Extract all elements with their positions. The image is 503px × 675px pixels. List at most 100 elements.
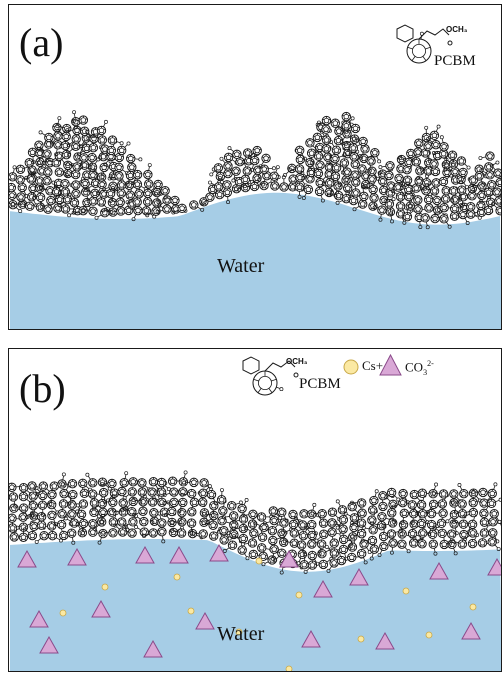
fullerene-icon — [71, 115, 89, 125]
fullerene-icon — [262, 515, 279, 526]
fullerene-icon — [431, 149, 449, 159]
fullerene-icon — [307, 550, 320, 566]
fullerene-icon — [479, 522, 491, 538]
fullerene-icon — [120, 506, 137, 517]
fullerene-icon — [400, 175, 413, 191]
fullerene-icon — [206, 489, 218, 506]
fullerene-icon — [369, 544, 380, 561]
carbonate-ion-triangle-icon — [169, 545, 189, 564]
fullerene-icon — [330, 171, 342, 188]
fullerene-icon — [316, 539, 327, 556]
fullerene-icon — [36, 146, 52, 159]
methoxy-group-label: OCH₃ — [446, 25, 468, 34]
fullerene-icon — [466, 209, 482, 220]
fullerene-icon — [124, 523, 137, 538]
fullerene-icon — [449, 203, 465, 217]
fullerene-icon — [408, 508, 419, 526]
fullerene-icon — [335, 499, 348, 515]
fullerene-icon — [222, 511, 239, 521]
fullerene-icon — [474, 164, 488, 179]
fullerene-icon — [423, 186, 440, 196]
cesium-ion-circle-icon — [255, 557, 263, 565]
cesium-ion-circle-icon — [402, 587, 410, 595]
fullerene-icon — [108, 197, 125, 207]
fullerene-icon — [318, 556, 334, 570]
fullerene-icon — [127, 162, 140, 177]
fullerene-icon — [66, 134, 81, 148]
fullerene-icon — [257, 543, 274, 553]
carbonate-ion-triangle-icon — [301, 629, 321, 648]
cesium-ion-circle-icon — [295, 591, 303, 599]
fullerene-icon — [57, 502, 67, 519]
fullerene-icon — [356, 548, 368, 565]
water-surface — [9, 190, 501, 329]
fullerene-icon — [71, 110, 81, 127]
cesium-ion-circle-icon — [187, 607, 195, 615]
panel-a-canvas — [9, 24, 501, 329]
fullerene-icon — [18, 525, 29, 543]
fullerene-icon — [209, 163, 224, 177]
carbonate-ion-triangle-icon — [461, 621, 481, 640]
fullerene-icon — [316, 513, 329, 528]
fullerene-icon — [432, 525, 447, 539]
fullerene-icon — [439, 214, 452, 229]
fullerene-icon — [119, 471, 129, 488]
carbonate-ion-triangle-icon — [91, 599, 111, 618]
ion-legend — [343, 353, 402, 376]
fullerene-icon — [457, 483, 469, 499]
fullerene-icon — [122, 487, 137, 500]
fullerene-icon — [75, 499, 89, 514]
fullerene-icon — [17, 182, 29, 199]
pcbm-structure-icon — [242, 356, 299, 396]
fullerene-icon — [273, 548, 287, 563]
fullerene-icon — [182, 477, 199, 488]
fullerene-icon — [329, 531, 339, 548]
fullerene-icon — [339, 158, 350, 175]
fullerene-icon — [148, 476, 161, 492]
carbonate-ion-triangle-icon — [487, 557, 501, 576]
fullerene-icon — [47, 530, 63, 543]
fullerene-icon — [452, 519, 469, 529]
fullerene-icon — [222, 540, 238, 553]
fullerene-icon — [67, 489, 78, 506]
carbonate-ion-triangle-icon — [135, 545, 155, 564]
fullerene-icon — [459, 202, 476, 212]
fullerene-icon — [117, 517, 130, 532]
fullerene-icon — [217, 529, 229, 545]
fullerene-icon — [96, 119, 108, 136]
fullerene-icon — [253, 521, 269, 532]
fullerene-icon — [484, 160, 500, 172]
fullerene-icon — [47, 489, 57, 507]
fullerene-icon — [189, 200, 205, 212]
fullerene-icon — [166, 500, 177, 517]
fullerene-icon — [34, 530, 49, 544]
fullerene-icon — [122, 517, 138, 529]
fullerene-icon — [155, 204, 172, 214]
fullerene-icon — [335, 515, 349, 530]
fullerene-icon — [426, 137, 441, 150]
fullerene-icon — [199, 478, 214, 492]
fullerene-icon — [247, 145, 262, 159]
cesium-ion-circle-icon — [59, 609, 67, 617]
fullerene-icon — [126, 153, 143, 164]
fullerene-icon — [191, 529, 208, 539]
fullerene-icon — [101, 528, 118, 538]
pcbm-film — [9, 470, 501, 575]
fullerene-icon — [52, 116, 62, 133]
fullerene-icon — [474, 171, 486, 187]
carbonate-ion-triangle-icon — [67, 547, 87, 566]
fullerene-icon — [489, 163, 501, 178]
fullerene-icon — [243, 525, 259, 538]
fullerene-icon — [156, 481, 168, 497]
fullerene-icon — [387, 508, 397, 525]
fullerene-icon — [342, 152, 359, 162]
fullerene-icon — [370, 147, 382, 164]
fullerene-icon — [249, 155, 260, 172]
fullerene-icon — [49, 481, 66, 491]
carbonyl-icon — [293, 372, 299, 378]
fullerene-icon — [237, 498, 249, 514]
fullerene-icon — [107, 135, 124, 146]
fullerene-icon — [67, 192, 80, 208]
fullerene-icon — [9, 492, 19, 509]
fullerene-icon — [490, 202, 501, 216]
